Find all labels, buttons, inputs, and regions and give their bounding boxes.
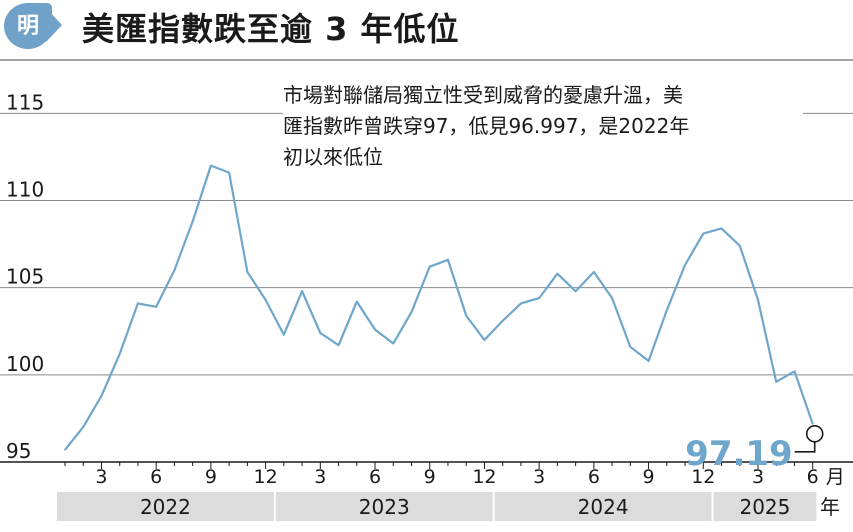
data-point: [301, 290, 303, 292]
data-point: [191, 220, 194, 223]
x-tick-label: 9: [643, 466, 655, 488]
x-tick-label: 3: [314, 466, 326, 488]
data-point: [264, 299, 267, 301]
data-point: [137, 302, 139, 305]
data-point: [775, 381, 778, 383]
year-band: [494, 492, 712, 521]
data-point: [337, 344, 340, 346]
x-tick-label: 6: [807, 466, 819, 488]
x-tick-label: 6: [588, 466, 600, 488]
data-point: [793, 370, 796, 373]
x-tick-label: 3: [752, 466, 764, 488]
annotation-box: 市場對聯儲局獨立性受到威脅的憂慮升溫，美 匯指數昨曾跌穿97，低見96.997，…: [283, 80, 803, 173]
data-point: [155, 306, 157, 308]
data-point: [173, 269, 176, 272]
data-point: [574, 290, 577, 292]
year-label: 2024: [578, 495, 629, 519]
x-tick-label: 3: [533, 466, 545, 488]
data-point: [410, 311, 413, 313]
data-point: [64, 448, 66, 451]
data-point: [811, 423, 814, 425]
data-point: [392, 342, 395, 345]
data-point: [483, 339, 486, 341]
annotation-line: 初以來低位: [283, 145, 383, 169]
data-point: [738, 245, 741, 247]
data-point: [538, 297, 540, 299]
chart-title: 美匯指數跌至逾 3 年低位: [82, 10, 460, 48]
year-label: 2023: [359, 495, 410, 519]
annotation-line: 匯指數昨曾跌穿97，低見96.997，是2022年: [283, 114, 690, 138]
data-point: [501, 319, 504, 322]
y-tick-label: 105: [6, 265, 44, 289]
x-tick-label: 9: [424, 466, 436, 488]
data-point: [428, 265, 431, 268]
data-point: [100, 394, 103, 397]
data-point: [246, 271, 249, 273]
data-point: [210, 164, 212, 167]
data-point: [355, 300, 358, 303]
data-point: [465, 314, 468, 317]
x-tick-label: 6: [150, 466, 162, 488]
x-axis-unit-year: 年: [820, 495, 840, 519]
year-band: [57, 492, 274, 521]
data-point: [629, 346, 632, 348]
y-tick-label: 115: [6, 90, 44, 114]
data-point: [611, 297, 613, 299]
data-point: [228, 171, 230, 174]
last-value-label: 97.19: [685, 434, 793, 474]
x-tick-label: 9: [205, 466, 217, 488]
x-tick-label: 12: [254, 466, 278, 488]
year-band: [713, 492, 817, 521]
series-line: [64, 164, 814, 451]
data-point: [666, 309, 668, 312]
y-tick-label: 110: [6, 177, 44, 201]
data-point: [593, 271, 595, 273]
data-point: [556, 272, 559, 275]
data-point: [684, 264, 686, 266]
year-band: [275, 492, 493, 521]
data-point: [757, 299, 759, 301]
data-point: [82, 426, 85, 428]
newspaper-logo-badge: 明: [4, 3, 52, 49]
y-tick-label: 95: [6, 439, 31, 463]
data-point: [283, 333, 285, 336]
year-label: 2022: [140, 495, 191, 519]
x-tick-label: 3: [95, 466, 107, 488]
last-value-marker: [805, 425, 824, 443]
data-point: [319, 332, 322, 334]
data-point: [702, 232, 705, 235]
data-point: [447, 258, 449, 261]
data-point: [118, 353, 121, 355]
data-point: [720, 227, 723, 230]
data-point: [520, 302, 522, 305]
callout-leader: [794, 441, 816, 453]
x-tick-label: 12: [691, 466, 715, 488]
x-axis-unit-month: 月: [826, 466, 845, 488]
annotation-line: 市場對聯儲局獨立性受到威脅的憂慮升溫，美: [283, 83, 683, 107]
data-point: [647, 360, 650, 362]
x-tick-label: 6: [369, 466, 381, 488]
year-label: 2025: [739, 495, 790, 519]
y-tick-label: 100: [6, 352, 44, 376]
header: 明 美匯指數跌至逾 3 年低位: [0, 0, 853, 56]
badge-arrow-icon: [46, 8, 62, 42]
data-point: [374, 328, 376, 331]
x-tick-label: 12: [472, 466, 496, 488]
